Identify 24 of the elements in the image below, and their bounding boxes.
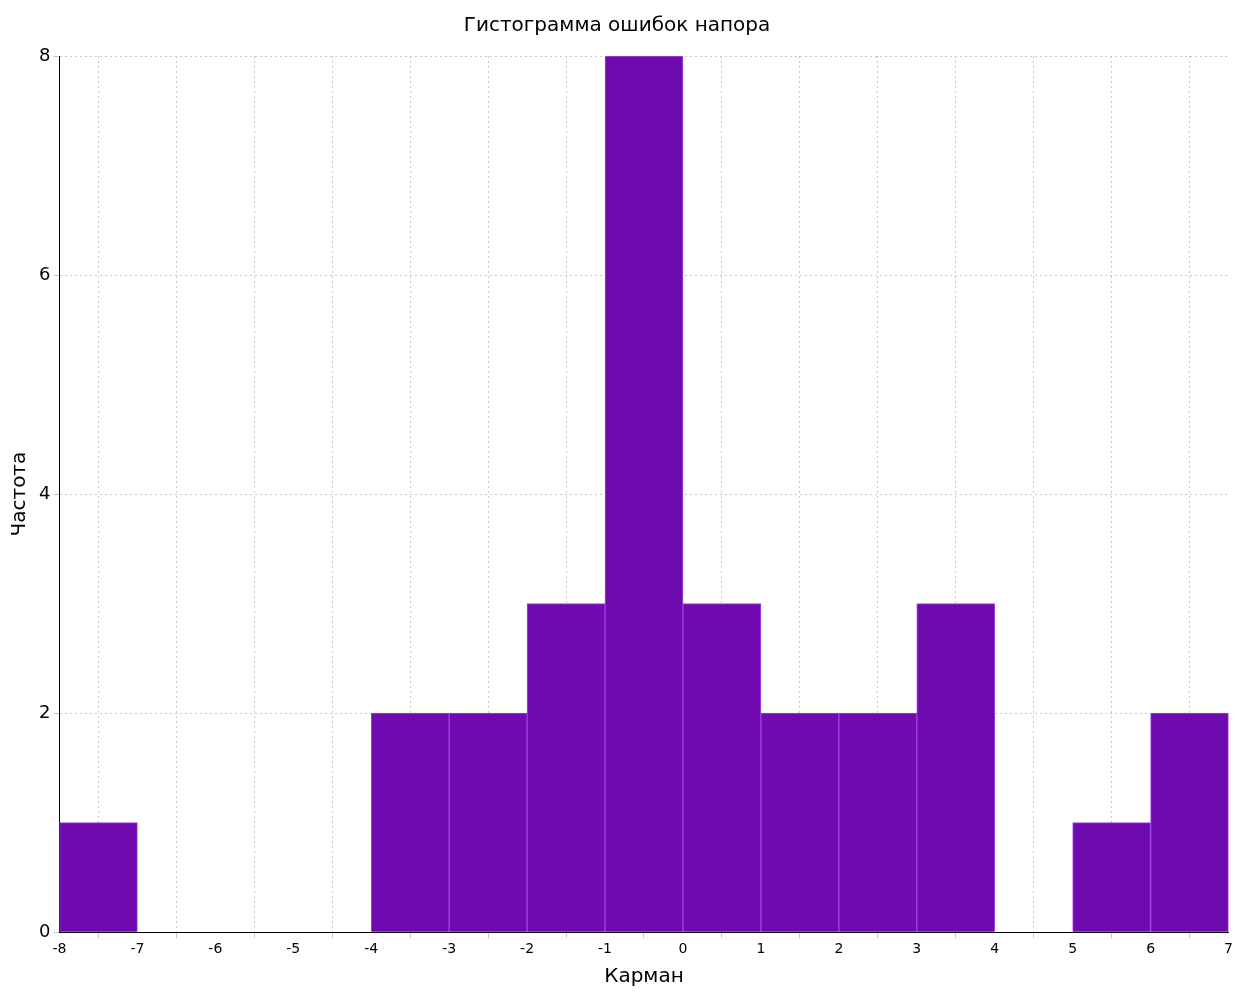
x-tick-label: -3: [442, 940, 457, 957]
y-tick-label: 6: [39, 262, 51, 284]
y-tick-label: 8: [39, 43, 51, 65]
x-tick-label: 1: [756, 940, 766, 957]
x-tick-label: 4: [990, 940, 1000, 957]
x-tick-label: -2: [520, 940, 535, 957]
x-tick-label: 6: [1146, 940, 1156, 957]
x-tick-label: -5: [286, 940, 301, 957]
x-tick-label: -8: [52, 940, 67, 957]
x-tick-label: 7: [1224, 940, 1234, 957]
y-tick-label: 2: [39, 700, 51, 722]
x-tick-label: -7: [130, 940, 145, 957]
x-tick-label: -1: [598, 940, 613, 957]
x-tick-label: 2: [834, 940, 844, 957]
x-tick-label: -4: [364, 940, 379, 957]
chart-title: Гистограмма ошибок напора: [463, 12, 771, 37]
y-tick-label: 0: [39, 919, 51, 941]
x-tick-label: 5: [1068, 940, 1078, 957]
y-tick-label: 4: [39, 481, 51, 503]
y-axis-title: Частота: [6, 451, 31, 537]
x-tick-label: 0: [678, 940, 688, 957]
x-tick-label: -6: [208, 940, 223, 957]
x-axis-title: Карман: [604, 963, 684, 988]
x-tick-label: 3: [912, 940, 922, 957]
